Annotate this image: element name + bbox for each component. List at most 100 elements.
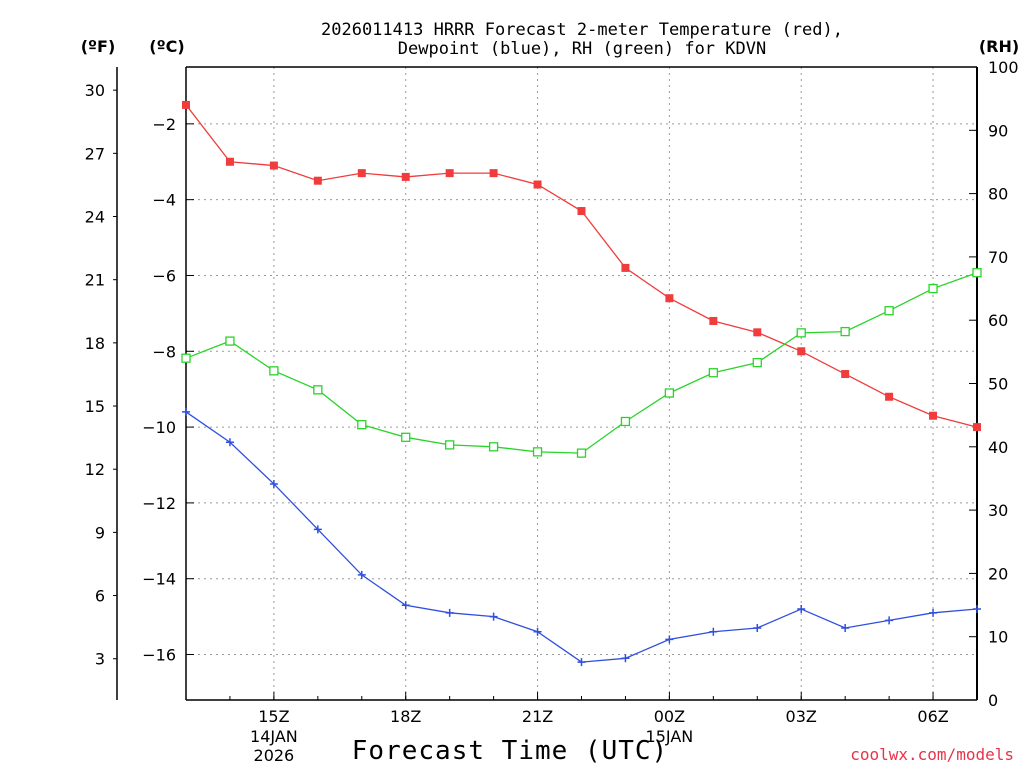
temperature-point	[753, 328, 762, 337]
rh-point	[269, 366, 279, 376]
x-axis-title: Forecast Time (UTC)	[352, 736, 668, 766]
fahrenheit-tick-label: 24	[85, 208, 105, 227]
temperature-point	[797, 347, 806, 356]
dewpoint-point	[577, 658, 586, 667]
rh-point	[225, 336, 235, 346]
rh-point	[488, 442, 499, 452]
series-temperature	[182, 100, 981, 432]
fahrenheit-tick-label: 18	[85, 334, 105, 353]
rh-point	[620, 416, 631, 427]
rh-point	[313, 385, 323, 395]
rh-point	[884, 306, 894, 316]
temperature-point	[533, 180, 542, 189]
temperature-point	[225, 157, 234, 166]
x-tick-label: 21Z	[522, 707, 553, 726]
temperature-point	[577, 207, 586, 216]
rh-tick-label: 20	[988, 564, 1008, 583]
rh-tick-label: 50	[988, 375, 1008, 394]
celsius-tick-label: −8	[152, 342, 176, 361]
fahrenheit-tick-label: 12	[85, 460, 105, 479]
celsius-tick-label: −6	[152, 266, 176, 285]
temperature-point	[929, 411, 938, 420]
rh-point	[796, 328, 806, 338]
temperature-line	[185, 104, 978, 428]
temperature-point	[401, 172, 410, 181]
rh-point	[840, 326, 850, 337]
rh-tick-label: 70	[988, 248, 1008, 267]
fahrenheit-tick-label: 9	[95, 523, 105, 542]
x-tick-label: 03Z	[786, 707, 817, 726]
temperature-point	[269, 161, 278, 170]
rh-tick-label: 10	[988, 628, 1008, 647]
rh-point	[664, 388, 675, 398]
celsius-tick-label: −10	[142, 418, 176, 437]
rh-point	[576, 448, 587, 458]
celsius-tick-label: −4	[152, 191, 176, 210]
x-tick-label: 18Z	[390, 707, 421, 726]
temperature-point	[445, 169, 454, 178]
series-rh	[181, 268, 982, 458]
dewpoint-point	[269, 479, 278, 488]
temperature-point	[841, 370, 850, 379]
rh-tick-label: 0	[988, 691, 998, 710]
dewpoint-point	[797, 605, 806, 614]
dewpoint-point	[973, 605, 981, 614]
credit-text: coolwx.com/models	[850, 745, 1014, 764]
temperature-point	[313, 176, 322, 185]
x-tick-label: 15Z	[258, 707, 289, 726]
celsius-tick-label: −12	[142, 494, 176, 513]
rh-tick-label: 100	[988, 58, 1019, 77]
rh-point	[752, 357, 762, 368]
rh-point	[357, 419, 367, 430]
rh-tick-label: 60	[988, 311, 1008, 330]
series-layer	[181, 100, 982, 667]
temperature-point	[489, 169, 498, 178]
dewpoint-point	[445, 608, 454, 617]
series-dewpoint	[182, 407, 981, 667]
temperature-point	[665, 294, 674, 303]
rh-point	[445, 440, 455, 450]
temperature-point	[709, 316, 718, 325]
rh-tick-label: 30	[988, 501, 1008, 520]
temperature-point	[885, 392, 894, 401]
rh-point	[532, 447, 543, 457]
dewpoint-point	[885, 616, 894, 625]
dewpoint-point	[489, 612, 498, 621]
rh-point	[708, 368, 718, 378]
fahrenheit-tick-label: 21	[85, 271, 105, 290]
axes-layer: −2−4−6−8−10−12−14−1630272421181512963100…	[85, 58, 1019, 765]
rh-tick-label: 80	[988, 185, 1008, 204]
dewpoint-point	[401, 601, 410, 610]
fahrenheit-tick-label: 15	[85, 397, 105, 416]
dewpoint-point	[841, 623, 850, 632]
rh-point	[972, 268, 982, 278]
rh-point	[928, 283, 938, 294]
x-date-label: 15JAN	[646, 727, 694, 746]
rh-tick-label: 90	[988, 121, 1008, 140]
dewpoint-point	[182, 407, 190, 416]
fahrenheit-tick-label: 6	[95, 587, 105, 606]
celsius-unit-label: (ºC)	[149, 37, 184, 56]
x-date-label: 2026	[254, 746, 295, 765]
rh-point	[401, 432, 411, 442]
x-tick-label: 00Z	[654, 707, 685, 726]
fahrenheit-tick-label: 27	[85, 144, 105, 163]
chart-title-line-2: Dewpoint (blue), RH (green) for KDVN	[398, 39, 766, 59]
fahrenheit-tick-label: 30	[85, 81, 105, 100]
temperature-point	[973, 423, 981, 432]
dewpoint-point	[753, 623, 762, 632]
chart-title-line-1: 2026011413 HRRR Forecast 2-meter Tempera…	[321, 20, 843, 40]
x-date-label: 14JAN	[250, 727, 298, 746]
fahrenheit-tick-label: 3	[95, 650, 105, 669]
dewpoint-point	[665, 635, 674, 644]
rh-point	[181, 353, 191, 363]
temperature-point	[182, 100, 190, 109]
dewpoint-point	[709, 627, 718, 636]
celsius-tick-label: −2	[152, 115, 176, 134]
dewpoint-point	[357, 570, 366, 579]
celsius-tick-label: −14	[142, 570, 176, 589]
dewpoint-point	[533, 627, 542, 636]
rh-unit-label: (RH)	[979, 37, 1019, 56]
dewpoint-point	[313, 525, 322, 534]
